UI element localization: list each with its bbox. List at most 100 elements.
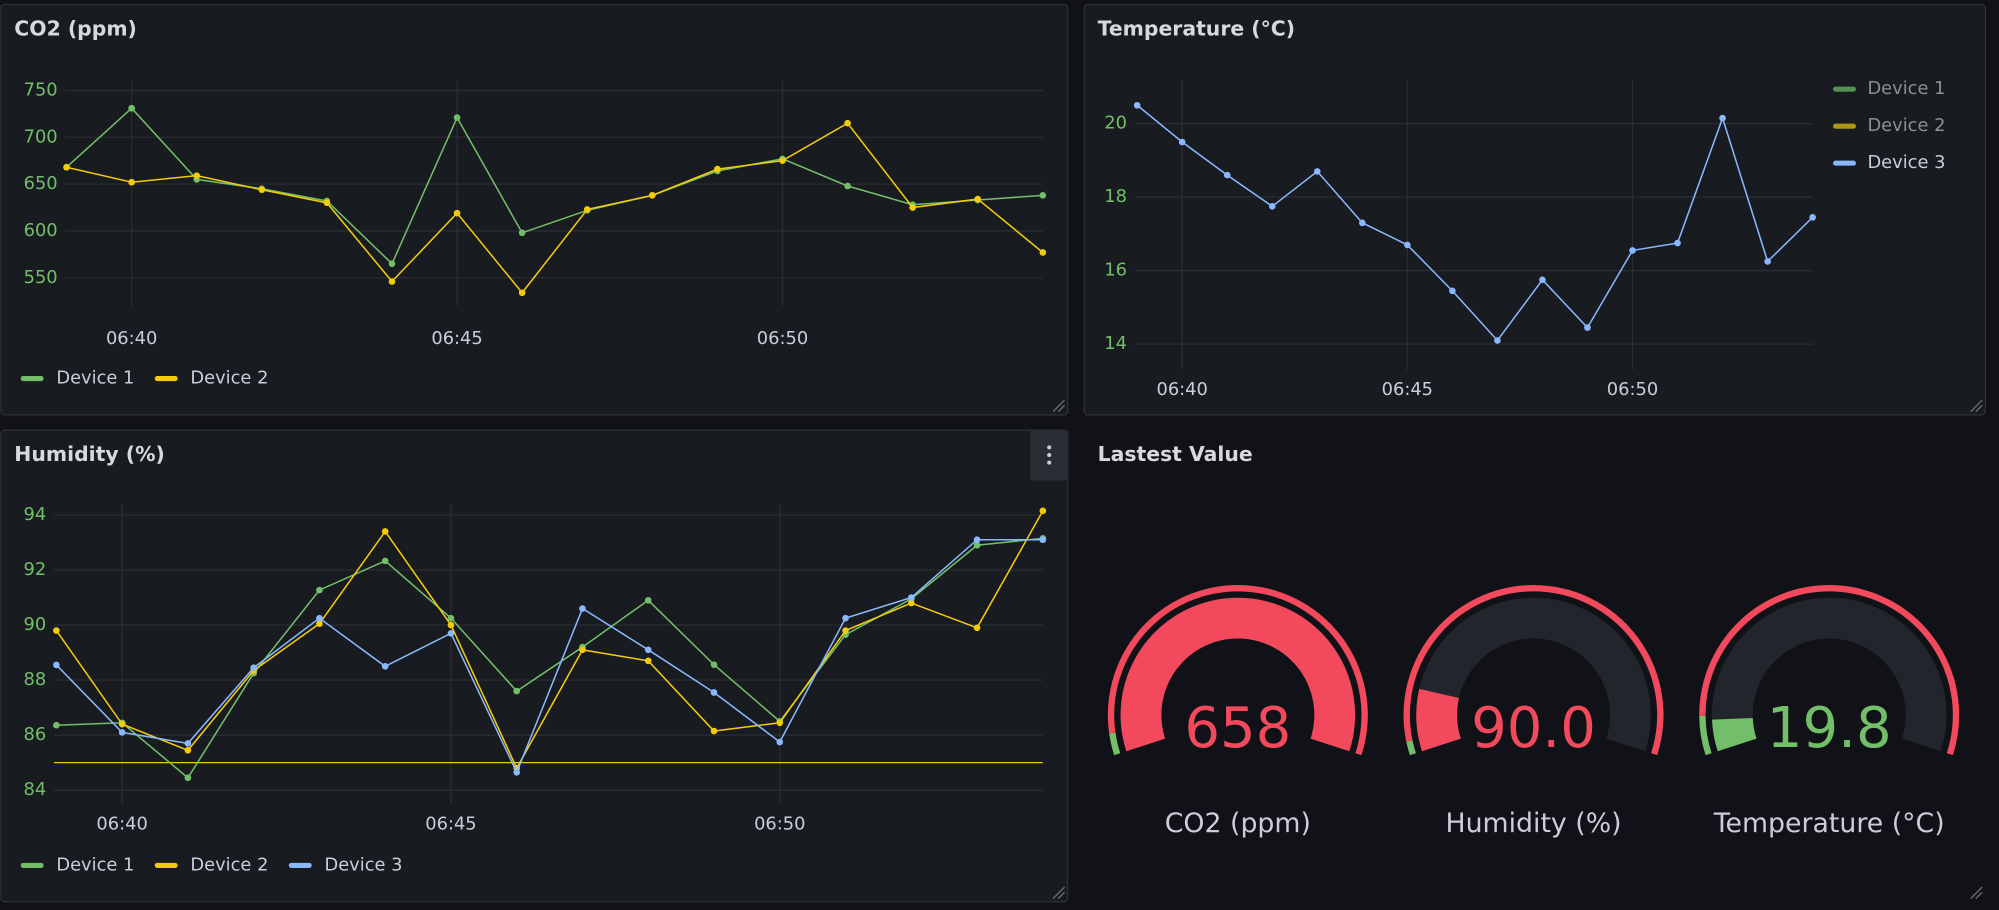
data-point	[909, 204, 916, 211]
data-point	[714, 165, 721, 173]
gauge-label: Humidity (%)	[1445, 808, 1621, 839]
data-point	[1178, 138, 1186, 146]
y-tick-label: 16	[1104, 260, 1127, 281]
data-point	[63, 163, 70, 171]
data-point	[1039, 536, 1047, 544]
data-point	[1039, 249, 1047, 256]
resize-handle[interactable]	[1970, 399, 1983, 413]
data-point	[1539, 276, 1546, 284]
y-tick-label: 20	[1104, 113, 1127, 134]
y-tick-label: 750	[24, 79, 58, 100]
y-tick-label: 550	[24, 267, 58, 288]
data-point	[128, 178, 135, 186]
data-point	[776, 719, 784, 727]
data-point	[1584, 324, 1591, 331]
data-point	[250, 664, 257, 672]
y-tick-label: 88	[23, 669, 46, 690]
data-point	[184, 774, 192, 782]
data-point	[118, 729, 126, 736]
y-tick-label: 92	[23, 559, 46, 580]
data-point	[513, 687, 521, 695]
x-tick-label: 06:50	[757, 328, 808, 349]
data-point	[193, 172, 201, 179]
legend-label: Device 1	[56, 854, 134, 875]
gauge-label: Temperature (°C)	[1713, 808, 1945, 839]
y-tick-label: 650	[24, 173, 58, 194]
gauge-fill	[1416, 688, 1461, 752]
data-point	[128, 104, 135, 112]
data-point	[1629, 247, 1636, 254]
y-tick-label: 90	[23, 614, 46, 635]
resize-handle[interactable]	[1052, 886, 1065, 899]
data-point	[518, 229, 526, 237]
data-point	[842, 614, 849, 622]
data-point	[381, 528, 389, 535]
threshold-band	[1699, 715, 1712, 756]
data-point	[907, 594, 915, 601]
panel-title: CO2 (ppm)	[14, 16, 137, 40]
data-point	[118, 720, 126, 728]
series-line	[66, 107, 1043, 266]
panel-menu[interactable]	[1030, 430, 1069, 481]
y-tick-label: 600	[24, 220, 58, 241]
y-tick-label: 700	[24, 126, 58, 147]
menu-dot	[1047, 452, 1052, 458]
data-point	[258, 186, 266, 194]
panel-title: Temperature (°C)	[1098, 16, 1295, 40]
x-tick-label: 06:50	[754, 814, 805, 835]
legend-label: Device 1	[56, 368, 134, 389]
resize-handle[interactable]	[1052, 399, 1065, 413]
data-point	[644, 646, 652, 654]
data-point	[1039, 507, 1047, 515]
resize-handle[interactable]	[1970, 886, 1983, 899]
data-point	[316, 614, 323, 622]
data-point	[447, 614, 455, 622]
data-point	[184, 740, 192, 747]
gauge-fill	[1712, 718, 1757, 752]
x-tick-label: 06:45	[431, 328, 482, 349]
data-point	[316, 586, 323, 594]
x-tick-label: 06:45	[1382, 379, 1433, 400]
data-point	[1719, 114, 1726, 122]
y-tick-label: 14	[1104, 333, 1127, 354]
y-tick-label: 94	[23, 504, 46, 525]
data-point	[579, 646, 586, 654]
data-point	[1358, 219, 1366, 227]
gauge-fill	[1120, 597, 1356, 752]
y-tick-label: 86	[23, 724, 46, 745]
data-point	[184, 746, 192, 754]
data-point	[388, 260, 396, 268]
data-point	[844, 119, 851, 127]
panel-title: Humidity (%)	[14, 442, 165, 466]
data-point	[649, 192, 656, 199]
data-point	[974, 195, 982, 203]
data-point	[381, 663, 389, 670]
menu-dot	[1047, 460, 1052, 465]
data-point	[844, 182, 851, 190]
data-point	[453, 114, 461, 121]
data-point	[973, 541, 981, 549]
data-point	[710, 689, 718, 696]
data-point	[1313, 168, 1321, 175]
temperature-panel	[1083, 3, 1986, 416]
legend-label: Device 3	[1867, 152, 1945, 173]
data-point	[53, 721, 60, 729]
series-line	[55, 510, 1044, 770]
x-tick-label: 06:40	[96, 814, 147, 835]
x-tick-label: 06:45	[425, 814, 476, 835]
gauge-value: 19.8	[1767, 696, 1892, 761]
legend-label: Device 2	[1867, 115, 1945, 136]
panel-title: Lastest Value	[1098, 442, 1253, 466]
data-point	[1223, 171, 1231, 179]
data-point	[779, 157, 786, 164]
gauge-track	[1416, 597, 1651, 752]
gauge-track	[1711, 597, 1947, 752]
x-tick-label: 06:50	[1607, 379, 1658, 400]
data-point	[973, 624, 981, 632]
data-point	[776, 738, 784, 746]
data-point	[1809, 214, 1816, 221]
data-point	[1494, 337, 1501, 344]
data-point	[1404, 241, 1411, 249]
data-point	[513, 768, 521, 776]
data-point	[1268, 203, 1276, 210]
